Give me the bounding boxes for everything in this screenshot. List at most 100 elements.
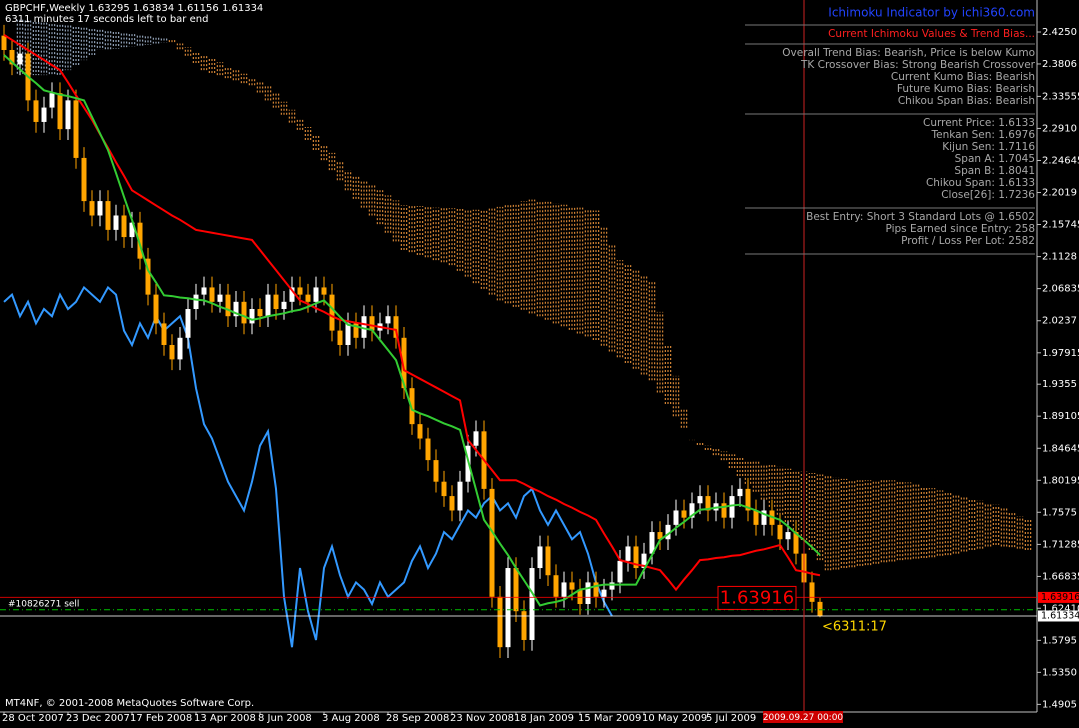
candle-body (289, 287, 295, 302)
candle-body (809, 582, 815, 602)
candle-body (673, 510, 679, 525)
y-tick-label: 1.84645 (1042, 443, 1079, 454)
candle-body (121, 215, 127, 238)
y-tick-label: 2.06835 (1042, 284, 1079, 295)
candle-body (113, 215, 119, 230)
candle-body (585, 582, 591, 605)
panel-row: Current Kumo Bias: Bearish (891, 71, 1035, 83)
candle-body (417, 424, 423, 439)
candle-body (657, 532, 663, 540)
candle-body (369, 316, 375, 331)
candle-body (81, 157, 87, 202)
panel-row: Profit / Loss Per Lot: 2582 (901, 235, 1035, 247)
candle-body (161, 323, 167, 345)
candle-body (601, 589, 607, 597)
y-tick-label: 2.4250 (1042, 27, 1077, 38)
candle-body (345, 323, 351, 345)
candle-body (753, 510, 759, 525)
candle-body (401, 337, 407, 389)
x-tick-label: 15 Mar 2009 (578, 713, 641, 724)
cursor-label: 2009.09.27 00:00 (763, 713, 844, 723)
candle-body (265, 294, 271, 317)
candle-body (201, 287, 207, 295)
candle-body (153, 294, 159, 324)
candle-body (353, 323, 359, 338)
candle-body (561, 582, 567, 597)
panel-row: Best Entry: Short 3 Standard Lots @ 1.65… (806, 211, 1035, 223)
candle-body (505, 568, 511, 648)
y-tick-label: 1.66835 (1042, 571, 1079, 582)
candle-body (89, 201, 95, 216)
indicator-line (3, 285, 613, 648)
candle-body (457, 481, 463, 511)
plot: #10826271 sell 1.63916 (0, 19, 1037, 658)
candle-body (9, 50, 15, 65)
panel-row: Span A: 1.7045 (955, 153, 1035, 165)
candle-body (137, 222, 143, 259)
candle-body (49, 93, 55, 108)
y-tick-label: 2.0237 (1042, 316, 1077, 327)
x-tick-label: 5 Jul 2009 (706, 713, 756, 724)
candle-body (313, 287, 319, 302)
price-label-box (1038, 591, 1079, 603)
panel-row: Close[26]: 1.7236 (941, 189, 1035, 201)
bar-timer: 6311 minutes 17 seconds left to bar end (5, 14, 208, 25)
candle-body (185, 309, 191, 338)
panel-row: Overall Trend Bias: Bearish, Price is be… (782, 47, 1035, 59)
price-label: 1.63916 (1041, 592, 1079, 603)
candle-body (513, 568, 519, 612)
cursor-label-box (763, 711, 843, 723)
candle-body (177, 337, 183, 360)
x-tick-label: 8 Jun 2008 (258, 713, 312, 724)
candle-body (97, 201, 103, 216)
candle-body (449, 496, 455, 511)
panel-row: Chikou Span Bias: Bearish (898, 95, 1035, 107)
panel-row: Future Kumo Bias: Bearish (897, 83, 1035, 95)
candle-body (817, 601, 823, 616)
panel-subtitle: Current Ichimoku Values & Trend Bias... (828, 28, 1035, 40)
candle-body (433, 460, 439, 482)
candle-body (681, 510, 687, 518)
candle-body (409, 388, 415, 425)
candle-body (33, 100, 39, 122)
candle-body (273, 294, 279, 310)
price-callout: 1.63916 (720, 587, 794, 608)
candle-body (57, 93, 63, 130)
candle-body (385, 316, 391, 324)
candle-body (257, 309, 263, 317)
candle-body (697, 496, 703, 504)
x-tick-label: 18 Jan 2009 (514, 713, 574, 724)
y-tick-label: 1.5350 (1042, 667, 1077, 678)
order-label: #10826271 sell (8, 599, 79, 609)
y-tick-label: 1.4905 (1042, 699, 1077, 710)
candle-body (497, 596, 503, 648)
candle-body (609, 582, 615, 590)
y-tick-label: 1.97915 (1042, 348, 1079, 359)
candle-body (577, 589, 583, 605)
candle-body (361, 316, 367, 338)
indicator-line (3, 54, 821, 607)
candle-body (305, 294, 311, 302)
candle-body (217, 294, 223, 302)
candle-body (193, 294, 199, 310)
x-tick-label: 10 May 2009 (642, 713, 707, 724)
candle-body (297, 287, 303, 295)
candle-body (745, 488, 751, 511)
price-label: 1.61334 (1041, 610, 1079, 621)
candle-body (425, 438, 431, 461)
candle-body (761, 510, 767, 525)
candle-body (617, 560, 623, 583)
candle-body (625, 546, 631, 561)
candle-body (129, 222, 135, 238)
candle-body (249, 309, 255, 324)
y-tick-label: 1.7575 (1042, 507, 1077, 518)
y-tick-label: 1.5795 (1042, 635, 1077, 646)
panel-title: Ichimoku Indicator by ichi360.com (828, 6, 1035, 20)
x-tick-label: 28 Sep 2008 (386, 713, 449, 724)
candle-body (649, 532, 655, 554)
candle-body (529, 568, 535, 640)
y-tick-label: 2.3806 (1042, 59, 1077, 70)
candle-body (209, 287, 215, 302)
candle-body (41, 107, 47, 122)
candle-body (593, 582, 599, 597)
